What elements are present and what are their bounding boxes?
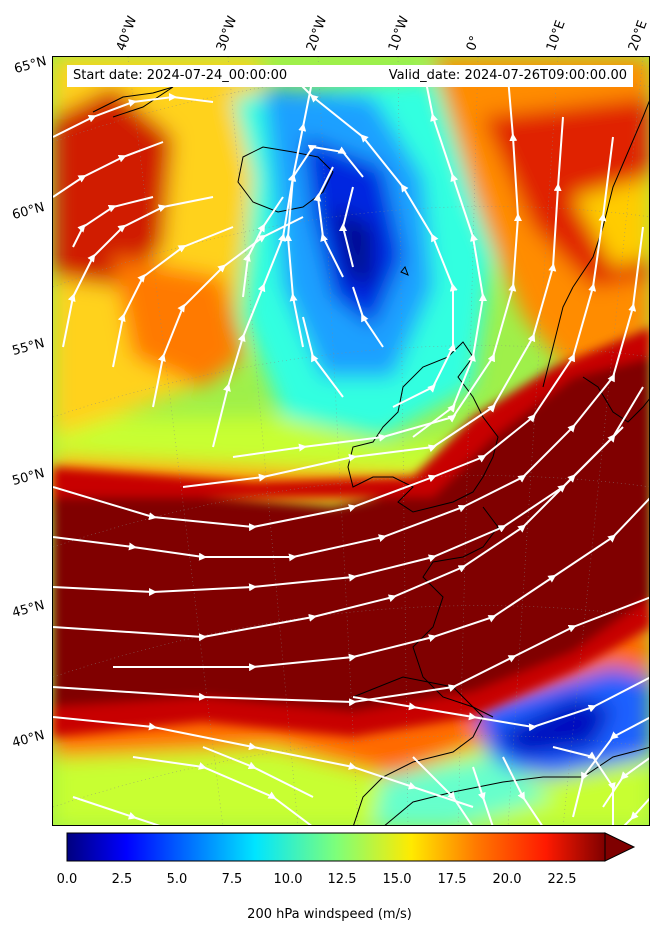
colorbar-label: 200 hPa windspeed (m/s) <box>247 907 412 922</box>
windspeed-map: Start date: 2024-07-24_00:00:00 Valid_da… <box>52 56 650 826</box>
map-header: Start date: 2024-07-24_00:00:00 Valid_da… <box>67 65 633 87</box>
colorbar-gradient <box>66 832 606 862</box>
lon-label-10w: 10°W <box>385 14 413 53</box>
lon-label-30w: 30°W <box>213 14 241 53</box>
lat-label-40n: 40°N <box>10 728 47 751</box>
lon-label-10e: 10°E <box>543 18 569 53</box>
lon-label-0: 0° <box>463 33 484 53</box>
cbar-tick-5: 5.0 <box>166 872 188 887</box>
start-date-label: Start date: 2024-07-24_00:00:00 <box>73 68 288 83</box>
cbar-tick-22-5: 22.5 <box>547 872 577 887</box>
cbar-tick-17-5: 17.5 <box>437 872 467 887</box>
lon-label-20e: 20°E <box>625 18 651 53</box>
cbar-tick-2-5: 2.5 <box>111 872 133 887</box>
colorbar-extend-arrow <box>604 832 636 862</box>
valid-date-label: Valid_date: 2024-07-26T09:00:00.00 <box>388 68 627 83</box>
cbar-tick-15: 15.0 <box>382 872 412 887</box>
cbar-tick-0: 0.0 <box>56 872 78 887</box>
lat-label-60n: 60°N <box>10 200 47 223</box>
lon-label-40w: 40°W <box>113 14 141 53</box>
windspeed-field <box>53 57 649 825</box>
cbar-tick-20: 20.0 <box>492 872 522 887</box>
cbar-tick-10: 10.0 <box>273 872 303 887</box>
cbar-tick-12-5: 12.5 <box>327 872 357 887</box>
lat-label-45n: 45°N <box>10 598 47 621</box>
cbar-tick-7-5: 7.5 <box>221 872 243 887</box>
lat-label-50n: 50°N <box>10 466 47 489</box>
lon-label-20w: 20°W <box>303 14 331 53</box>
lat-label-55n: 55°N <box>10 336 47 359</box>
colorbar <box>66 832 636 862</box>
lat-label-65n: 65°N <box>12 54 49 77</box>
streamlines <box>53 66 649 825</box>
